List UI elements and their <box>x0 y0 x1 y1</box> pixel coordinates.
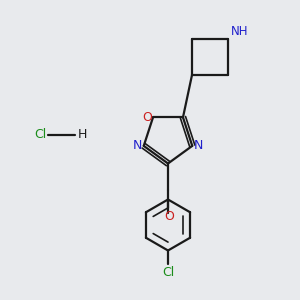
Text: H: H <box>78 128 87 142</box>
Text: Cl: Cl <box>34 128 46 142</box>
Text: O: O <box>164 210 174 223</box>
Text: Cl: Cl <box>162 266 174 278</box>
Text: NH: NH <box>230 25 248 38</box>
Text: N: N <box>194 140 203 152</box>
Text: O: O <box>143 111 152 124</box>
Text: N: N <box>133 140 142 152</box>
